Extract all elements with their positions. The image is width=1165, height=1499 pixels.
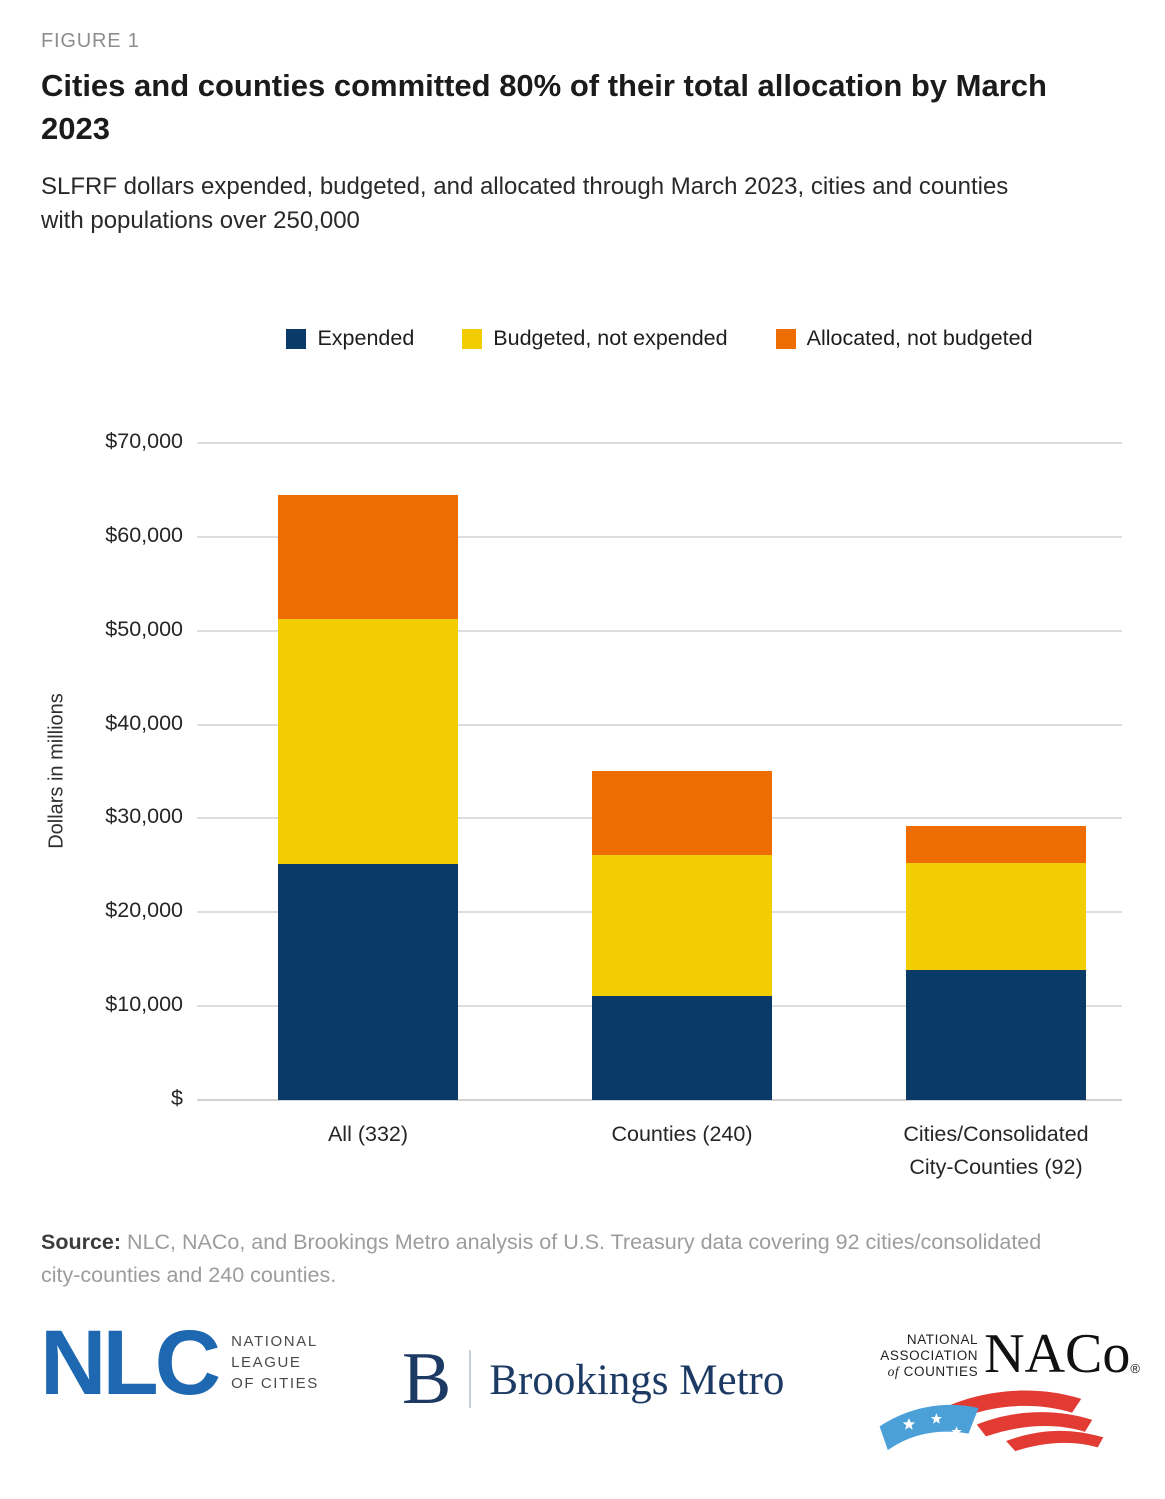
bar-2: [592, 770, 772, 1100]
figure-label: FIGURE 1: [41, 30, 140, 52]
brookings-wordmark: Brookings Metro: [489, 1357, 785, 1404]
x-axis-label: Counties (240): [611, 1122, 753, 1146]
y-axis-ticks: $ $10,000 $20,000 $30,000 $40,000 $50,000 $60,…: [0, 429, 183, 1110]
x-axis-label: All (332): [327, 1122, 409, 1146]
bar-1: [278, 494, 458, 1100]
source-label: Source:: [41, 1230, 122, 1254]
legend-label: Allocated, not budgeted: [806, 326, 1033, 350]
nlc-line2: LEAGUE: [231, 1354, 302, 1371]
brookings-b-initial: B: [402, 1338, 452, 1420]
brookings-divider: [469, 1350, 472, 1408]
naco-logo: NATIONAL ASSOCIATION of COUNTIES NACo ®: [855, 1323, 1140, 1457]
bar-segment-allocated-not-budgeted: [906, 825, 1086, 864]
bar-3: [906, 825, 1086, 1100]
chart-legend: Expended Budgeted, not expended Allocated,…: [197, 326, 1122, 351]
naco-wordmark: NATIONAL ASSOCIATION of COUNTIES NACo ®: [855, 1323, 1140, 1385]
figure-subtitle: SLFRF dollars expended, budgeted, and al…: [41, 173, 1009, 234]
figure-title: Cities and counties committed 80% of the…: [41, 68, 1047, 146]
y-tick-label: $70,000: [105, 429, 183, 453]
gridline: [197, 535, 1122, 538]
bar-segment-expended: [906, 969, 1086, 1100]
bar-segment-budgeted-not-expended: [906, 863, 1086, 970]
nlc-line1: NATIONAL: [231, 1333, 318, 1350]
nlc-logo: NLC NATIONAL LEAGUE OF CITIES: [40, 1312, 319, 1414]
y-tick-label: $20,000: [105, 898, 183, 923]
nlc-wordmark: NATIONAL LEAGUE OF CITIES: [231, 1331, 319, 1394]
y-tick-label: $: [171, 1086, 183, 1110]
naco-acronym: NACo: [984, 1323, 1131, 1385]
y-tick-label: $40,000: [105, 710, 183, 735]
naco-line3: of COUNTIES: [880, 1364, 978, 1380]
nlc-line3: OF CITIES: [231, 1375, 319, 1392]
legend-item: Budgeted, not expended: [462, 326, 728, 351]
x-axis-label: Cities/Consolidated City-Counties (92): [903, 1122, 1089, 1179]
y-tick-label: $30,000: [105, 804, 183, 829]
naco-stacked-text: NATIONAL ASSOCIATION of COUNTIES: [880, 1332, 978, 1380]
gridline: [197, 723, 1122, 726]
legend-item: Expended: [286, 326, 414, 351]
naco-of: of: [887, 1364, 900, 1379]
source-text: NLC, NACo, and Brookings Metro analysis …: [41, 1230, 1042, 1287]
naco-line1: NATIONAL: [906, 1332, 979, 1347]
bar-segment-allocated-not-budgeted: [278, 494, 458, 620]
y-tick-label: $50,000: [105, 616, 183, 641]
bar-segment-expended: [278, 864, 458, 1100]
bar-series: [197, 443, 1122, 1100]
legend-label: Budgeted, not expended: [493, 326, 728, 350]
y-tick-label: $10,000: [105, 992, 183, 1017]
source-note: Source: NLC, NACo, and Brookings Metro a…: [41, 1226, 1081, 1292]
gridline: [197, 629, 1122, 632]
legend-swatch-icon: [775, 328, 796, 349]
naco-line2: ASSOCIATION: [880, 1348, 979, 1363]
x-axis-line: [197, 1099, 1122, 1101]
y-tick-label: $60,000: [105, 522, 183, 547]
gridline: [197, 442, 1122, 444]
bar-segment-allocated-not-budgeted: [592, 770, 772, 856]
brookings-metro-logo: B Brookings Metro: [402, 1338, 785, 1420]
naco-registered-mark: ®: [1130, 1361, 1140, 1376]
nlc-acronym: NLC: [40, 1312, 221, 1414]
legend-swatch-icon: [286, 328, 307, 349]
naco-counties: COUNTIES: [899, 1364, 979, 1379]
legend-label: Expended: [317, 326, 415, 350]
naco-flag-swoosh-icon: [879, 1390, 1104, 1452]
legend-item: Allocated, not budgeted: [775, 326, 1033, 351]
bar-segment-budgeted-not-expended: [592, 855, 772, 996]
bar-segment-budgeted-not-expended: [278, 619, 458, 865]
legend-swatch-icon: [462, 328, 483, 349]
bar-segment-expended: [592, 995, 772, 1100]
